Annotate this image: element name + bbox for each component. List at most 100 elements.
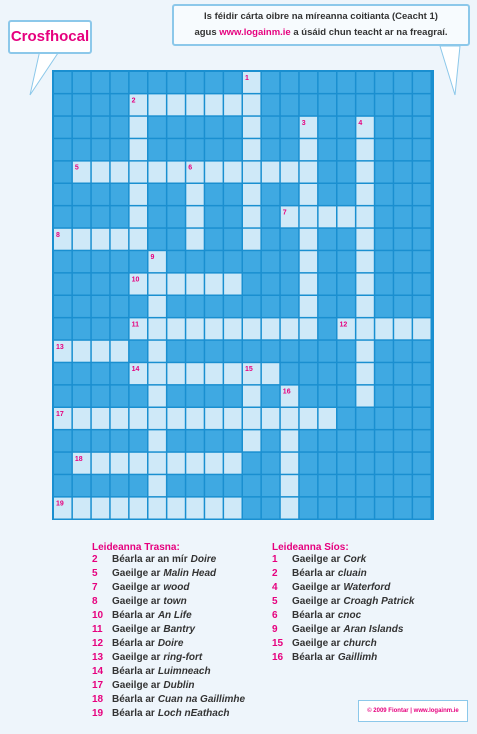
grid-cell [167,184,185,205]
grid-cell [205,251,223,273]
grid-cell [110,116,129,138]
grid-cell [54,273,72,295]
grid-cell [337,408,355,429]
grid-cell [224,94,242,116]
grid-cell [261,452,280,474]
grid-cell [205,340,223,362]
grid-cell [224,363,242,385]
clue: 15 Gaeilge ar church [272,637,415,651]
grid-cell [91,206,110,228]
grid-cell [110,452,129,474]
grid-cell [318,430,336,452]
across-clues: Leideanna Trasna: 2 Béarla ar an mír Doire 5… [92,542,245,721]
grid-cell [318,318,336,340]
grid-cell [318,251,336,273]
grid-cell [91,72,110,93]
grid-cell [243,116,261,138]
grid-cell [261,184,280,205]
grid-cell [280,206,299,228]
clue-term: cnoc [337,610,362,621]
grid-cell [110,273,129,295]
grid-cell [186,139,204,161]
grid-cell [394,363,412,385]
grid-cell [110,475,129,497]
clue-term: Cork [343,554,367,565]
grid-cell [337,228,355,250]
clue-text: Gaeilge ar [112,624,161,635]
grid-cell [280,340,299,362]
note-pointer [439,45,461,96]
grid-cell [318,475,336,497]
grid-cell [261,296,280,317]
clue-text: Gaeilge ar [292,624,341,635]
grid-cell [186,296,204,317]
grid-cell [72,475,91,497]
cell-number: 3 [302,120,306,127]
clue-number: 2 [272,568,278,579]
grid-cell [356,408,374,429]
grid-cell [205,94,223,116]
grid-cell [299,116,318,138]
grid-cell [186,161,204,183]
grid-cell [167,161,185,183]
grid-cell [54,296,72,317]
grid-cell [72,161,91,183]
grid-cell [91,475,110,497]
grid-cell [72,228,91,250]
grid-cell [110,184,129,205]
clue-number: 13 [92,652,104,663]
grid-cell [375,206,393,228]
grid-cell [413,340,431,362]
grid-cell [129,228,147,250]
grid-cell [375,296,393,317]
grid-cell [243,408,261,429]
cell-number: 11 [132,321,140,328]
clue: 11 Gaeilge ar Bantry [92,623,245,637]
grid-cell [91,430,110,452]
grid-cell [394,430,412,452]
link[interactable]: www.logainm.ie [219,27,291,38]
clue: 16 Béarla ar Gaillimh [272,651,415,665]
grid-cell [72,296,91,317]
grid-cell [375,363,393,385]
grid-cell [224,206,242,228]
grid-cell [167,206,185,228]
grid-cell [129,251,147,273]
grid-cell [375,94,393,116]
grid-cell [91,385,110,407]
grid-cell [356,318,374,340]
grid-cell [54,228,72,250]
grid-cell [91,139,110,161]
grid-cell [224,228,242,250]
grid-cell [91,251,110,273]
clue-text: Gaeilge ar [112,568,161,579]
clue: 6 Béarla ar cnoc [272,609,415,623]
grid-cell [129,139,147,161]
grid-cell [318,139,336,161]
grid-cell [148,430,166,452]
grid-cell [224,430,242,452]
grid-cell [394,251,412,273]
grid-cell [129,94,147,116]
grid-cell [91,228,110,250]
clue-term: Luimneach [157,666,211,677]
grid-cell [91,296,110,317]
grid-cell [129,161,147,183]
grid-cell [54,340,72,362]
cell-number: 13 [56,344,64,351]
grid-cell [243,184,261,205]
grid-cell [318,452,336,474]
clue-text: Gaeilge ar [112,680,161,691]
grid-cell [186,408,204,429]
grid-cell [224,273,242,295]
grid-cell [110,296,129,317]
grid-cell [356,452,374,474]
cell-number: 7 [283,209,287,216]
grid-cell [243,139,261,161]
grid-cell [261,318,280,340]
grid-cell [129,340,147,362]
grid-cell [394,161,412,183]
grid-cell [205,475,223,497]
text: a úsáid chun teacht ar na freagraí. [293,27,448,38]
grid-cell [54,72,72,93]
